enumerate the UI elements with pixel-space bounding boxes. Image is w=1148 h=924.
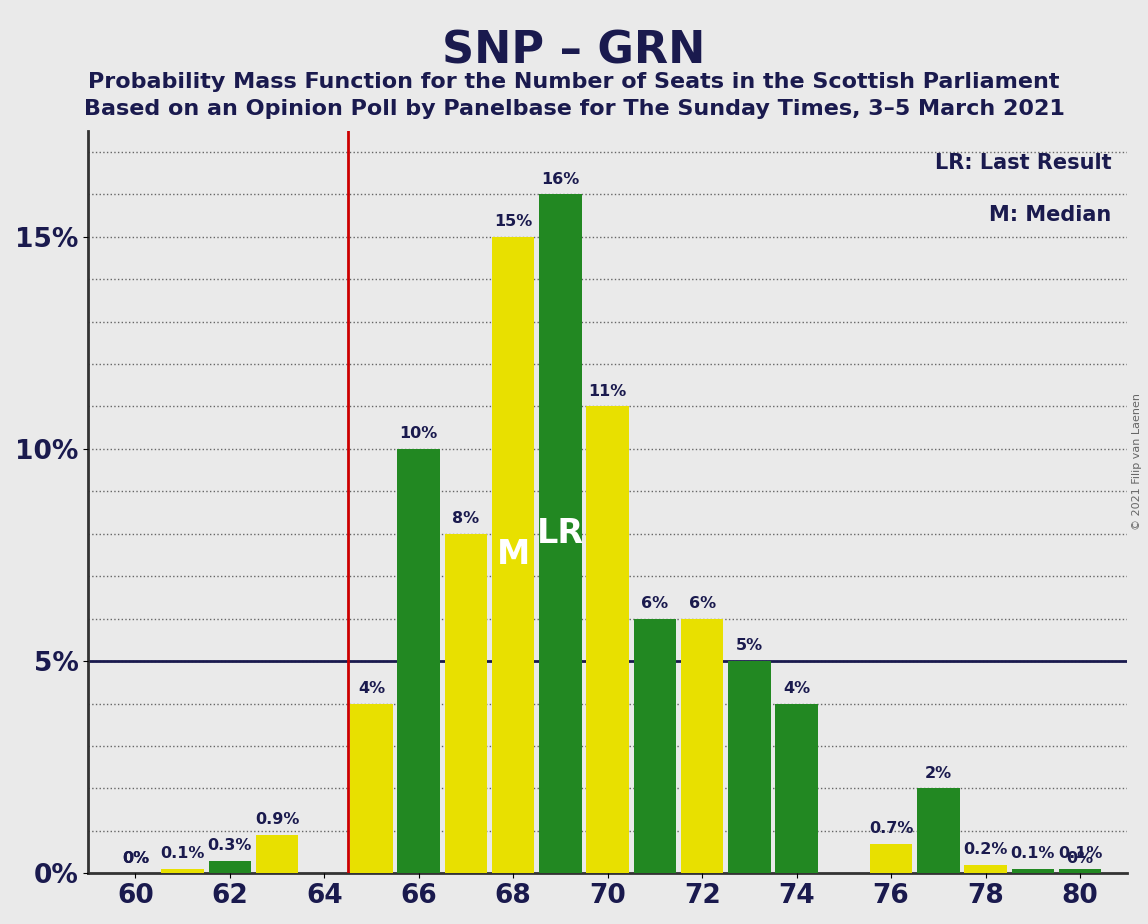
Bar (256, 835, 298, 873)
Bar (444, 534, 487, 873)
Text: 0.1%: 0.1% (1057, 846, 1102, 861)
Text: 16%: 16% (542, 172, 580, 187)
Text: 6%: 6% (642, 596, 668, 611)
Text: 0%: 0% (122, 851, 149, 866)
Text: 8%: 8% (452, 511, 480, 526)
Bar (775, 703, 817, 873)
Text: 0%: 0% (1066, 851, 1094, 866)
Bar (964, 865, 1007, 873)
Text: 0.1%: 0.1% (161, 846, 204, 861)
Text: M: Median: M: Median (990, 205, 1111, 225)
Bar (870, 844, 913, 873)
Text: 0.9%: 0.9% (255, 812, 300, 827)
Bar (1011, 869, 1054, 873)
Bar (634, 618, 676, 873)
Bar (162, 869, 204, 873)
Text: 0%: 0% (122, 851, 149, 866)
Bar (587, 407, 629, 873)
Text: 2%: 2% (925, 766, 952, 781)
Bar (1058, 869, 1101, 873)
Bar (397, 449, 440, 873)
Bar (540, 194, 582, 873)
Text: M: M (497, 539, 530, 571)
Text: 15%: 15% (494, 214, 533, 229)
Text: 5%: 5% (736, 638, 763, 653)
Bar (681, 618, 723, 873)
Text: 11%: 11% (589, 383, 627, 399)
Text: 0.1%: 0.1% (1010, 846, 1055, 861)
Bar (209, 860, 251, 873)
Text: 10%: 10% (400, 426, 437, 441)
Text: LR: Last Result: LR: Last Result (936, 152, 1111, 173)
Bar (917, 788, 960, 873)
Bar (350, 703, 393, 873)
Text: © 2021 Filip van Laenen: © 2021 Filip van Laenen (1132, 394, 1142, 530)
Text: 0.2%: 0.2% (963, 842, 1008, 857)
Bar (492, 237, 535, 873)
Text: 6%: 6% (689, 596, 715, 611)
Text: 4%: 4% (783, 681, 810, 696)
Text: 0.3%: 0.3% (208, 838, 253, 853)
Text: Based on an Opinion Poll by Panelbase for The Sunday Times, 3–5 March 2021: Based on an Opinion Poll by Panelbase fo… (84, 99, 1064, 119)
Text: Probability Mass Function for the Number of Seats in the Scottish Parliament: Probability Mass Function for the Number… (88, 72, 1060, 92)
Text: 4%: 4% (358, 681, 385, 696)
Text: SNP – GRN: SNP – GRN (442, 30, 706, 73)
Text: LR: LR (537, 517, 584, 550)
Text: 0.7%: 0.7% (869, 821, 914, 836)
Bar (728, 661, 770, 873)
